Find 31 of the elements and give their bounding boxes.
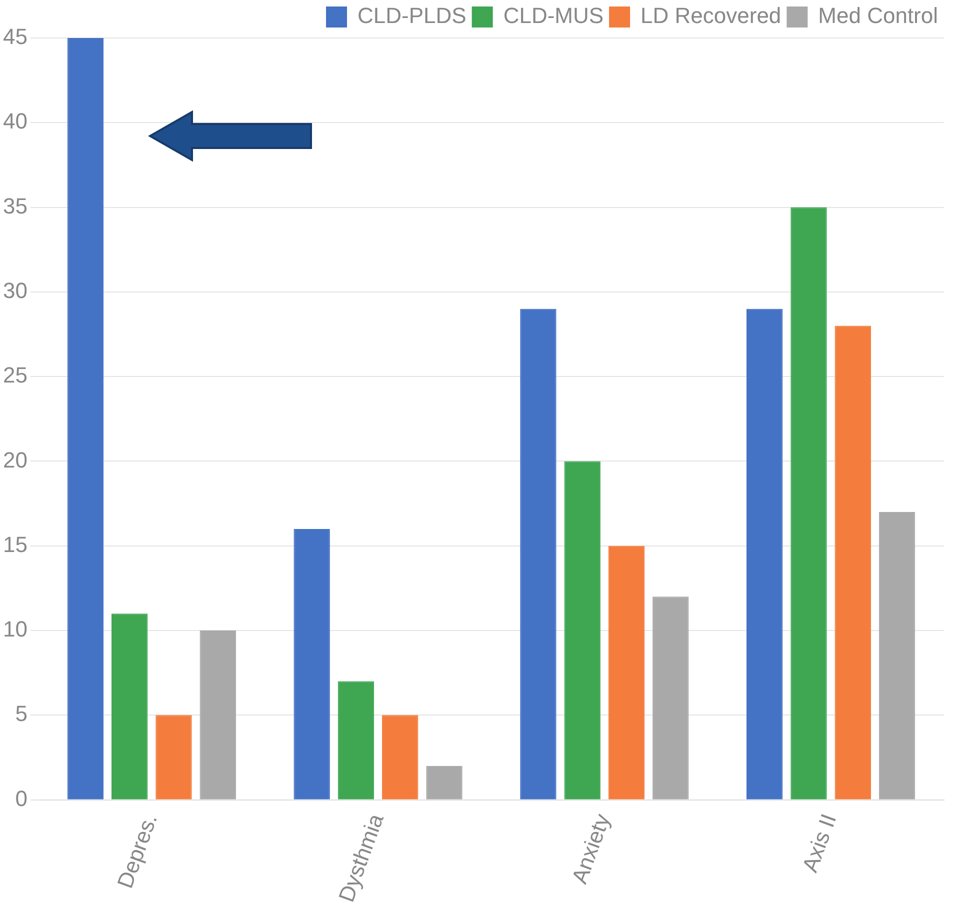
bar	[790, 207, 827, 800]
bar	[608, 546, 645, 800]
bar	[382, 715, 418, 800]
bar	[834, 326, 871, 800]
bar	[111, 614, 148, 800]
bar	[878, 512, 916, 800]
bar	[426, 766, 462, 800]
y-tick-label: 35	[2, 193, 28, 218]
legend-label: Med Control	[818, 3, 938, 28]
y-tick-label: 30	[2, 278, 28, 303]
y-tick-label: 40	[2, 108, 28, 134]
bar	[520, 308, 556, 800]
y-tick-label: 0	[15, 786, 28, 811]
y-tick-label: 5	[15, 701, 28, 726]
bar	[338, 681, 374, 800]
bar	[652, 596, 689, 800]
legend-label: CLD-MUS	[503, 3, 604, 28]
y-tick-label: 15	[2, 532, 28, 557]
legend-label: LD Recovered	[640, 3, 782, 28]
y-tick-label: 45	[2, 24, 28, 50]
bar	[200, 630, 236, 800]
bar	[67, 38, 104, 800]
bar	[156, 715, 192, 800]
y-tick-label: 20	[2, 447, 28, 472]
bar	[294, 528, 330, 800]
y-tick-label: 25	[2, 362, 28, 388]
bar	[746, 308, 783, 800]
x-tick-label: Axis II	[797, 810, 842, 876]
legend-label: CLD-PLDS	[358, 3, 466, 28]
bar	[564, 461, 600, 800]
y-tick-label: 10	[2, 616, 28, 642]
